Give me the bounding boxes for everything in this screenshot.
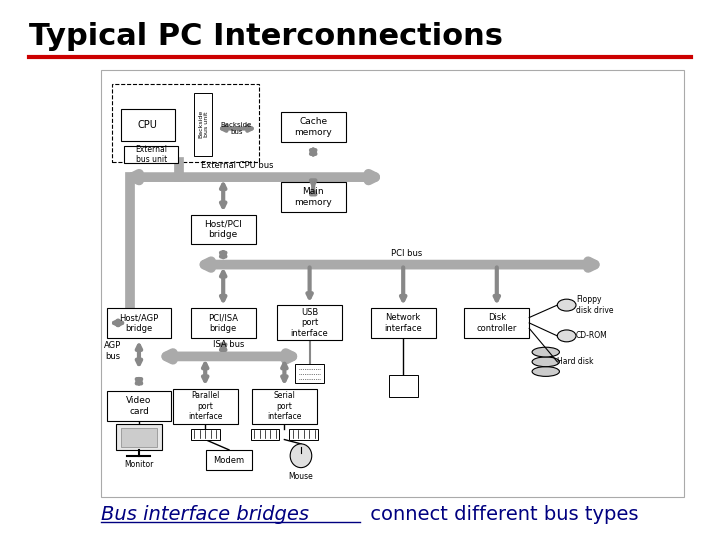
Text: Host/AGP
bridge: Host/AGP bridge	[120, 313, 158, 333]
Ellipse shape	[557, 330, 576, 342]
Bar	[101, 70, 684, 497]
Ellipse shape	[557, 299, 576, 311]
FancyBboxPatch shape	[107, 308, 171, 338]
Text: Hard disk: Hard disk	[557, 357, 593, 366]
FancyBboxPatch shape	[289, 429, 318, 440]
FancyBboxPatch shape	[371, 308, 436, 338]
FancyBboxPatch shape	[389, 375, 418, 397]
Ellipse shape	[532, 357, 559, 367]
FancyBboxPatch shape	[116, 424, 162, 450]
Ellipse shape	[290, 444, 312, 468]
Text: USB
port
interface: USB port interface	[291, 308, 328, 338]
Text: Backside
bus: Backside bus	[220, 122, 252, 135]
FancyBboxPatch shape	[251, 429, 279, 440]
Text: Modem: Modem	[213, 456, 245, 464]
Text: Cache
memory: Cache memory	[294, 117, 332, 137]
FancyBboxPatch shape	[121, 109, 174, 141]
Text: Serial
port
interface: Serial port interface	[267, 391, 302, 421]
FancyBboxPatch shape	[277, 305, 342, 340]
Text: ISA bus: ISA bus	[213, 340, 245, 349]
FancyBboxPatch shape	[191, 214, 256, 244]
FancyBboxPatch shape	[206, 450, 252, 470]
Text: PCI bus: PCI bus	[391, 248, 423, 258]
Text: PCI/ISA
bridge: PCI/ISA bridge	[208, 313, 238, 333]
FancyBboxPatch shape	[173, 389, 238, 423]
FancyBboxPatch shape	[464, 308, 529, 338]
Text: Backside
bus unit: Backside bus unit	[198, 110, 209, 138]
Text: Monitor: Monitor	[125, 460, 153, 469]
Text: External CPU bus: External CPU bus	[202, 161, 274, 170]
FancyBboxPatch shape	[191, 308, 256, 338]
FancyBboxPatch shape	[112, 84, 259, 162]
Text: Bus interface bridges: Bus interface bridges	[101, 504, 309, 524]
Ellipse shape	[532, 367, 559, 376]
Text: Parallel
port
interface: Parallel port interface	[188, 391, 222, 421]
Text: Host/PCI
bridge: Host/PCI bridge	[204, 220, 242, 239]
Text: External
bus unit: External bus unit	[135, 145, 167, 164]
Text: Disk
controller: Disk controller	[477, 313, 517, 333]
Text: Main
memory: Main memory	[294, 187, 332, 207]
FancyBboxPatch shape	[295, 364, 324, 383]
Text: Mouse: Mouse	[289, 472, 313, 481]
FancyBboxPatch shape	[252, 389, 317, 423]
FancyBboxPatch shape	[124, 146, 179, 163]
FancyBboxPatch shape	[281, 112, 346, 141]
FancyBboxPatch shape	[121, 428, 157, 447]
Text: Network
interface: Network interface	[384, 313, 422, 333]
Text: Video
card: Video card	[126, 396, 152, 416]
FancyBboxPatch shape	[281, 182, 346, 212]
FancyBboxPatch shape	[194, 93, 212, 156]
Text: AGP
bus: AGP bus	[104, 341, 122, 361]
Text: CPU: CPU	[138, 120, 158, 130]
FancyBboxPatch shape	[107, 391, 171, 421]
Ellipse shape	[532, 347, 559, 357]
Text: CD-ROM: CD-ROM	[576, 332, 608, 340]
FancyBboxPatch shape	[191, 429, 220, 440]
Text: connect different bus types: connect different bus types	[364, 504, 638, 524]
Text: Typical PC Interconnections: Typical PC Interconnections	[29, 22, 503, 51]
Text: Floppy
disk drive: Floppy disk drive	[576, 295, 613, 315]
